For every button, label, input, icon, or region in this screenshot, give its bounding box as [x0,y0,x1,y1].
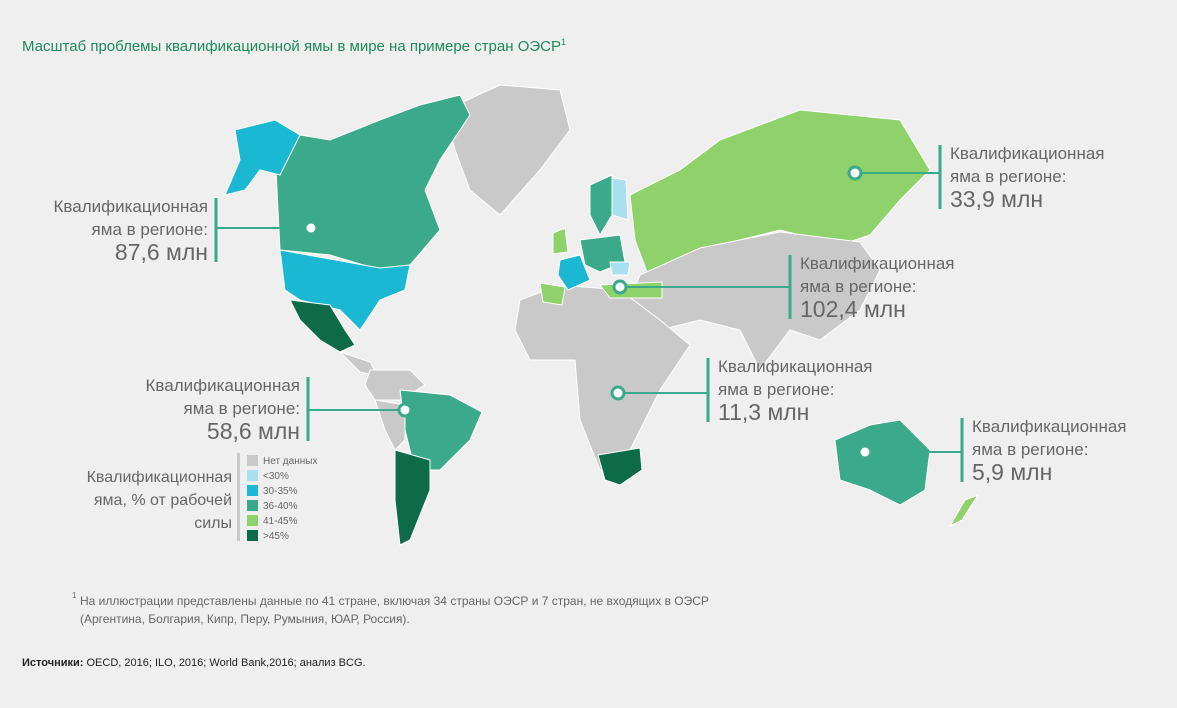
callout-bar [706,358,710,422]
legend-swatch [247,515,258,526]
legend-title: яма, % от рабочей [94,492,232,509]
legend-label: >45% [263,531,289,542]
world-map [224,84,980,546]
legend-swatch [247,455,258,466]
sources-text: OECD, 2016; ILO, 2016; World Bank,2016; … [87,657,366,669]
callout-value: 33,9 млн [950,186,1043,212]
callout-label: яма в регионе: [718,380,834,399]
region-dot [610,385,626,401]
callout-label: Квалификационная [800,254,955,273]
region-dot [857,444,873,460]
footnote-line: На иллюстрации представлены данные по 41… [80,594,709,608]
callout-bar [306,377,310,441]
legend-swatch [247,530,258,541]
callout-value: 11,3 млн [718,399,809,425]
legend-label: 36-40% [263,501,298,512]
callout-bar [788,255,792,319]
callout-bar [938,145,942,209]
callout-value: 87,6 млн [115,239,208,265]
callout-label: яма в регионе: [972,440,1088,459]
legend-title: силы [194,515,232,532]
callout-bar [214,198,218,262]
callout-label: Квалификационная [146,376,301,395]
legend-label: Нет данных [263,456,317,467]
callout-label: Квалификационная [950,144,1105,163]
footnote-line: (Аргентина, Болгария, Кипр, Перу, Румыни… [80,612,410,626]
callout-label: яма в регионе: [950,167,1066,186]
callout-value: 5,9 млн [972,459,1052,485]
title: Масштаб проблемы квалификационной ямы в … [22,37,566,55]
legend-swatch [247,500,258,511]
legend-label: <30% [263,471,289,482]
region-dot [847,165,863,181]
callout-label: яма в регионе: [92,220,208,239]
callout-value: 58,6 млн [207,418,300,444]
legend: Квалификационная яма, % от рабочей силы Нет… [87,453,317,542]
sources: Источники: OECD, 2016; ILO, 2016; World … [22,657,366,669]
region-dot [397,402,413,418]
title-note: 1 [561,37,566,47]
callout-label: Квалификационная [718,357,873,376]
legend-bar [237,453,240,541]
callout-label: яма в регионе: [800,277,916,296]
legend-label: 41-45% [263,516,298,527]
callout-label: Квалификационная [54,197,209,216]
legend-label: 30-35% [263,486,298,497]
region-dot [303,220,319,236]
callout-label: Квалификационная [972,417,1127,436]
footnote-marker: 1 [72,591,77,600]
region-dot [612,279,628,295]
callout-label: яма в регионе: [184,399,300,418]
callout-bar [960,418,964,482]
legend-title: Квалификационная [87,469,232,486]
callout-value: 102,4 млн [800,296,906,322]
legend-swatch [247,485,258,496]
legend-swatch [247,470,258,481]
sources-label: Источники: [22,657,83,669]
title-text: Масштаб проблемы квалификационной ямы в … [22,38,561,55]
